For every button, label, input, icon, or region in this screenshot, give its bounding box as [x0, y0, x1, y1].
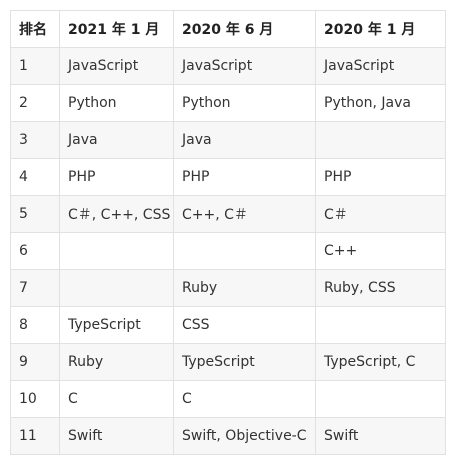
cell-2020-jun: TypeScript	[173, 343, 316, 381]
table-row: 3 Java Java	[10, 121, 446, 159]
cell-2020-jun: Python	[173, 84, 316, 122]
cell-2021-jan: C＃, C++, CSS	[59, 195, 174, 233]
cell-rank: 8	[10, 306, 60, 344]
cell-2020-jun: CSS	[173, 306, 316, 344]
cell-rank: 10	[10, 380, 60, 418]
cell-2021-jan: Ruby	[59, 343, 174, 381]
cell-2021-jan: C	[59, 380, 174, 418]
cell-2020-jan: Python, Java	[315, 84, 446, 122]
cell-2020-jun: JavaScript	[173, 47, 316, 85]
cell-2020-jan	[315, 306, 446, 344]
table-row: 10 C C	[10, 380, 446, 418]
cell-rank: 4	[10, 158, 60, 196]
cell-2021-jan	[59, 269, 174, 307]
language-ranking-table: 排名 2021 年 1 月 2020 年 6 月 2020 年 1 月 1 Jav…	[10, 10, 446, 455]
cell-2020-jan: TypeScript, C	[315, 343, 446, 381]
table-row: 7 Ruby Ruby, CSS	[10, 269, 446, 307]
table-body: 1 JavaScript JavaScript JavaScript 2 Python Py…	[10, 47, 446, 455]
cell-2021-jan: Java	[59, 121, 174, 159]
cell-2021-jan: JavaScript	[59, 47, 174, 85]
header-rank: 排名	[10, 10, 60, 48]
cell-2020-jun: C	[173, 380, 316, 418]
cell-rank: 9	[10, 343, 60, 381]
header-2020-jun: 2020 年 6 月	[173, 10, 316, 48]
cell-2020-jan: C＃	[315, 195, 446, 233]
table-row: 8 TypeScript CSS	[10, 306, 446, 344]
table-row: 9 Ruby TypeScript TypeScript, C	[10, 343, 446, 381]
table-row: 4 PHP PHP PHP	[10, 158, 446, 196]
cell-rank: 7	[10, 269, 60, 307]
table-row: 5 C＃, C++, CSS C++, C＃ C＃	[10, 195, 446, 233]
ranking-table-container: 排名 2021 年 1 月 2020 年 6 月 2020 年 1 月 1 Jav…	[10, 10, 446, 455]
table-row: 1 JavaScript JavaScript JavaScript	[10, 47, 446, 85]
cell-2020-jan: PHP	[315, 158, 446, 196]
cell-2020-jun: Swift, Objective-C	[173, 417, 316, 455]
cell-rank: 3	[10, 121, 60, 159]
cell-2020-jan: Swift	[315, 417, 446, 455]
cell-2020-jan	[315, 380, 446, 418]
cell-2021-jan: Python	[59, 84, 174, 122]
cell-rank: 2	[10, 84, 60, 122]
cell-rank: 5	[10, 195, 60, 233]
table-row: 6 C++	[10, 232, 446, 270]
cell-rank: 6	[10, 232, 60, 270]
table-row: 2 Python Python Python, Java	[10, 84, 446, 122]
cell-2020-jan: JavaScript	[315, 47, 446, 85]
cell-2021-jan: Swift	[59, 417, 174, 455]
cell-2020-jun	[173, 232, 316, 270]
cell-2020-jun: Ruby	[173, 269, 316, 307]
cell-2020-jun: Java	[173, 121, 316, 159]
cell-2021-jan	[59, 232, 174, 270]
cell-2020-jun: C++, C＃	[173, 195, 316, 233]
cell-2020-jan: Ruby, CSS	[315, 269, 446, 307]
table-row: 11 Swift Swift, Objective-C Swift	[10, 417, 446, 455]
cell-2021-jan: PHP	[59, 158, 174, 196]
cell-rank: 11	[10, 417, 60, 455]
cell-2021-jan: TypeScript	[59, 306, 174, 344]
cell-rank: 1	[10, 47, 60, 85]
cell-2020-jun: PHP	[173, 158, 316, 196]
cell-2020-jan	[315, 121, 446, 159]
cell-2020-jan: C++	[315, 232, 446, 270]
header-2021-jan: 2021 年 1 月	[59, 10, 174, 48]
table-header: 排名 2021 年 1 月 2020 年 6 月 2020 年 1 月	[10, 10, 446, 48]
header-row: 排名 2021 年 1 月 2020 年 6 月 2020 年 1 月	[10, 10, 446, 48]
header-2020-jan: 2020 年 1 月	[315, 10, 446, 48]
